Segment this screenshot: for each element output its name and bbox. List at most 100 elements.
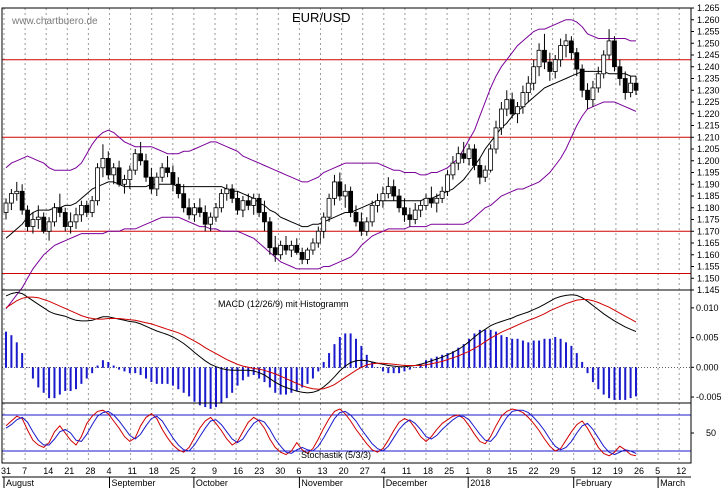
candle-body [105,157,111,176]
candle-body [531,66,537,84]
candle-body [563,40,569,47]
macd-tick-label: 0.000 [696,362,719,372]
candle-body [272,247,278,256]
candle-body [14,190,20,195]
candle-body [267,221,273,249]
candle-body [186,207,192,216]
candle-body [568,40,574,54]
candle-body [202,212,208,225]
candle-body [428,197,434,204]
candle-body [461,153,467,159]
candle-body [601,54,607,75]
candle-body [369,204,375,223]
price-tick-label: 1.160 [697,250,720,260]
price-tick-label: 1.250 [697,38,720,48]
price-tick-label: 1.195 [697,168,720,178]
price-tick-label: 1.180 [697,203,720,213]
macd-tick-label: -0.005 [696,392,722,402]
candle-body [116,167,122,185]
month-label: February [576,478,613,488]
watermark: www.chartbuero.de [11,16,98,27]
candle-body [396,195,402,209]
day-tick-label: 21 [64,466,74,476]
month-label: September [112,478,156,488]
candle-body [3,202,9,213]
price-tick-label: 1.185 [697,191,720,201]
candle-body [8,193,14,204]
candle-body [52,207,57,223]
candle-body [472,148,477,166]
day-tick-label: 28 [85,466,95,476]
candle-body [445,174,450,192]
day-tick-label: 9 [212,466,217,476]
candle-body [288,244,294,251]
candle-body [493,127,499,150]
candle-body [466,148,472,159]
candle-body [402,207,407,216]
candle-body [590,87,596,101]
candle-body [612,40,617,68]
month-label: 2018 [470,478,490,488]
candle-body [547,61,553,72]
candle-body [175,183,181,195]
stoch-label: Stochastik (5/3/3) [301,450,371,460]
day-tick-label: 7 [22,466,27,476]
candle-body [132,153,138,171]
day-tick-label: 2 [191,466,196,476]
candle-body [617,66,623,79]
macd-tick-label: 0.010 [696,303,719,313]
day-tick-label: 25 [444,466,454,476]
price-tick-label: 1.205 [697,144,720,154]
candle-body [25,209,30,227]
candle-body [509,99,515,115]
price-tick-label: 1.200 [697,156,720,166]
day-tick-label: 8 [486,466,491,476]
day-tick-label: 29 [550,466,560,476]
candle-body [585,89,590,101]
macd-label: MACD (12/26/9) mit Histogramm [218,299,349,309]
candle-body [326,197,332,218]
candle-body [310,242,316,251]
price-tick-label: 1.245 [697,50,720,60]
day-tick-label: 25 [170,466,180,476]
candle-body [84,204,90,213]
candle-body [100,157,106,169]
price-tick-label: 1.225 [697,97,720,107]
candle-body [41,216,47,232]
price-tick-label: 1.150 [697,273,720,283]
candle-body [95,167,100,202]
candle-body [439,190,445,199]
candle-body [218,193,224,209]
day-tick-label: 6 [296,466,301,476]
candle-body [337,181,343,197]
bollinger-lower-line [5,101,637,310]
candle-body [595,73,601,89]
candle-body [515,106,520,115]
bollinger-upper-line [5,19,636,183]
candle-body [229,188,235,199]
day-tick-label: 18 [149,466,159,476]
candle-body [525,82,531,93]
candle-body [558,45,564,61]
price-tick-label: 1.155 [697,262,720,272]
candle-body [628,82,634,93]
candle-body [165,167,170,173]
month-label: March [660,478,685,488]
candle-body [407,214,413,220]
day-tick-label: 16 [233,466,243,476]
price-tick-label: 1.175 [697,215,720,225]
candle-body [224,188,230,195]
price-tick-label: 1.255 [697,27,720,37]
month-label: December [386,478,428,488]
candle-body [68,221,74,227]
candle-body [375,200,380,206]
candle-body [358,221,364,232]
candle-body [353,212,359,223]
candle-body [262,212,267,223]
day-tick-label: 23 [254,466,264,476]
candle-body [434,197,440,204]
price-tick-label: 1.210 [697,132,720,142]
candle-body [477,165,483,178]
candle-body [606,40,612,56]
price-tick-label: 1.145 [697,285,720,295]
